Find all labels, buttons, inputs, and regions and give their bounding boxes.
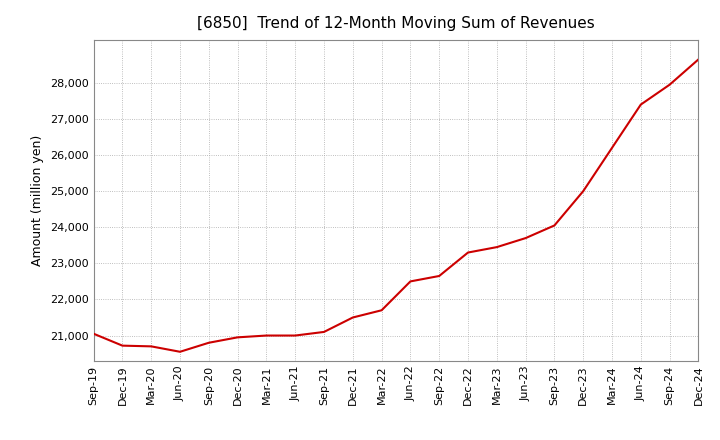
Y-axis label: Amount (million yen): Amount (million yen) <box>32 135 45 266</box>
Title: [6850]  Trend of 12-Month Moving Sum of Revenues: [6850] Trend of 12-Month Moving Sum of R… <box>197 16 595 32</box>
